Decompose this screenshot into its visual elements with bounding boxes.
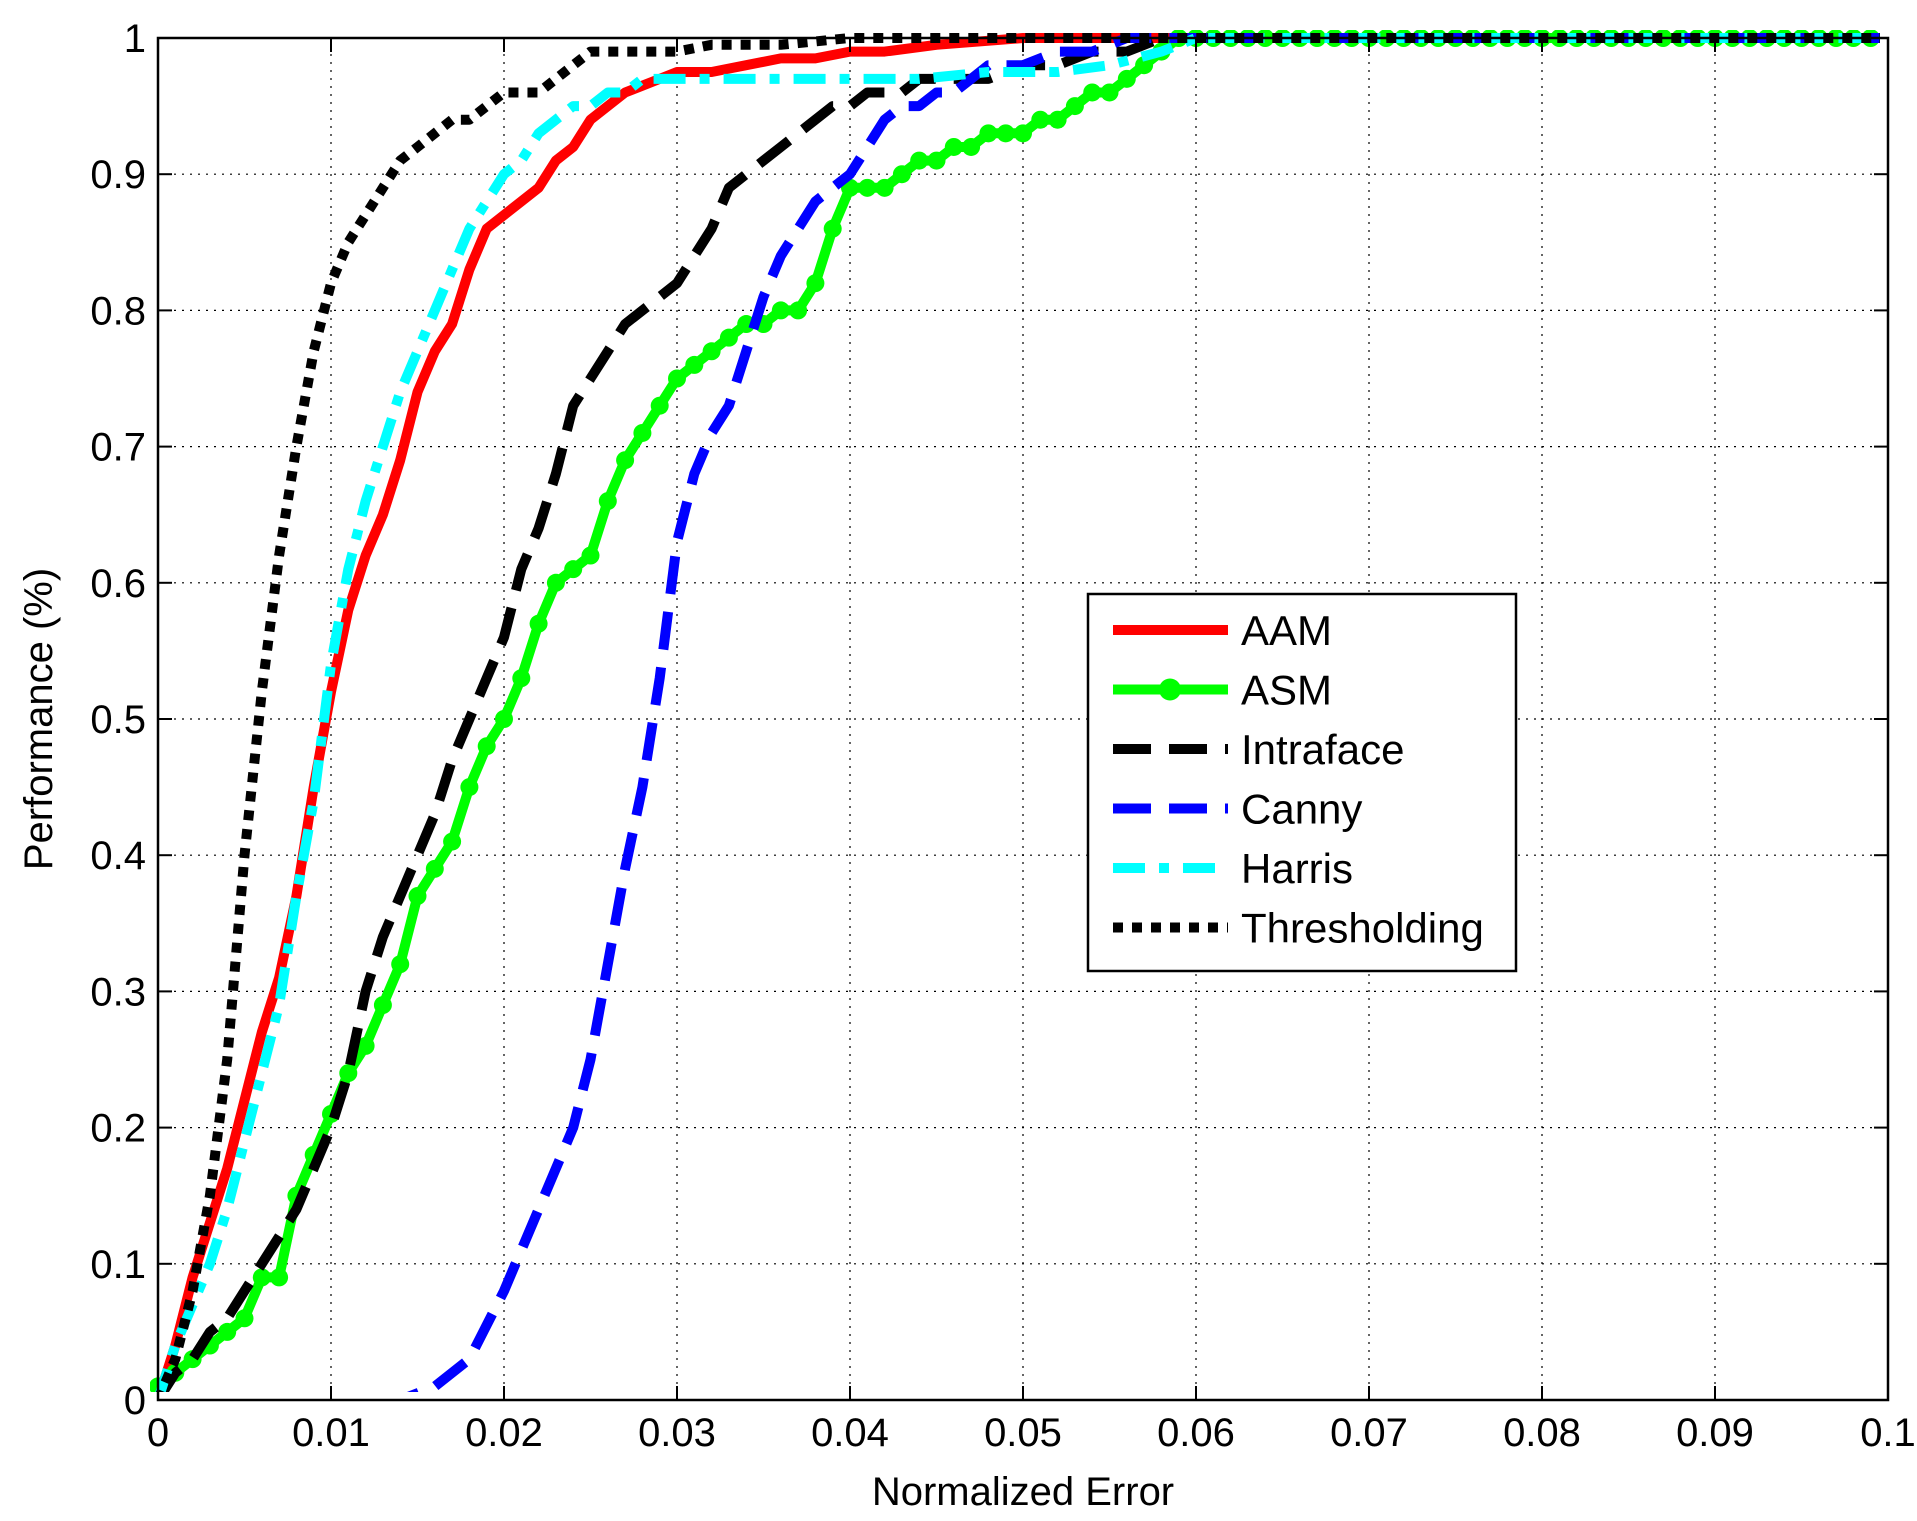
data-point	[944, 137, 963, 156]
x-tick-label: 0.01	[292, 1411, 370, 1455]
x-tick-label: 0.05	[984, 1411, 1062, 1455]
series-line-harris	[155, 33, 1880, 1392]
data-point	[685, 355, 704, 374]
legend-item-aam: AAM	[1113, 607, 1332, 654]
data-point	[460, 778, 479, 797]
data-point	[235, 1309, 254, 1328]
x-axis-label: Normalized Error	[872, 1470, 1174, 1514]
data-point	[806, 274, 825, 293]
data-point	[668, 369, 686, 388]
data-point	[823, 219, 842, 238]
series-line-canny	[406, 33, 1880, 1392]
y-tick-label: 0.9	[90, 153, 146, 197]
data-point	[373, 996, 392, 1015]
data-point	[858, 178, 877, 197]
data-point	[1065, 97, 1084, 116]
data-point	[546, 573, 565, 592]
data-point	[425, 859, 444, 878]
legend-box	[1086, 592, 1518, 973]
legend-label: AAM	[1241, 607, 1332, 654]
data-point	[477, 737, 496, 756]
data-point	[1048, 110, 1067, 129]
data-point	[789, 301, 808, 320]
series-harris	[155, 33, 1880, 1392]
data-point	[962, 137, 981, 156]
data-point	[581, 546, 600, 565]
data-point	[564, 560, 583, 579]
x-tick-label: 0	[147, 1411, 169, 1455]
axis-ticks: 0 0.01 0.02 0.03 0.04 0.05 0.06 0.07 0.08 0.09 0.1…	[90, 17, 1915, 1455]
data-point	[633, 423, 652, 442]
legend-item-thresholding: Thresholding	[1113, 905, 1484, 952]
x-tick-label: 0.03	[638, 1411, 716, 1455]
data-point	[218, 1322, 237, 1341]
data-point	[719, 328, 738, 347]
y-tick-label: 0.2	[90, 1107, 146, 1151]
data-point	[927, 151, 946, 170]
data-point	[910, 151, 929, 170]
x-tick-label: 0.07	[1330, 1411, 1408, 1455]
y-tick-label: 0.1	[90, 1243, 146, 1287]
y-tick-label: 0	[124, 1379, 146, 1423]
data-point	[737, 315, 756, 334]
data-point	[702, 342, 721, 361]
x-tick-label: 0.02	[465, 1411, 543, 1455]
data-point	[1031, 110, 1050, 129]
data-point	[391, 955, 410, 974]
legend-label: Canny	[1241, 786, 1362, 833]
x-tick-label: 0.04	[811, 1411, 889, 1455]
data-point	[1100, 83, 1119, 102]
data-point	[1117, 69, 1136, 88]
y-tick-label: 1	[124, 17, 146, 61]
data-point	[339, 1064, 358, 1083]
data-point	[270, 1268, 289, 1287]
legend-label: Intraface	[1241, 726, 1404, 773]
data-point	[650, 396, 669, 415]
data-point	[529, 614, 548, 633]
data-point	[771, 301, 790, 320]
data-point	[443, 832, 462, 851]
y-tick-label: 0.3	[90, 970, 146, 1014]
data-point	[1135, 56, 1154, 75]
data-point	[875, 178, 894, 197]
data-point	[512, 669, 531, 688]
legend-item-asm: ASM	[1113, 667, 1332, 714]
series-line-intraface	[157, 33, 1880, 1392]
legend: AAM ASM Intraface Canny Harris Thresholding	[1086, 592, 1518, 973]
data-point	[892, 165, 911, 184]
data-point	[616, 451, 635, 470]
x-tick-label: 0.1	[1860, 1411, 1916, 1455]
y-axis-label: Performance (%)	[17, 568, 61, 870]
data-point	[252, 1268, 271, 1287]
legend-marker	[1159, 678, 1181, 701]
y-tick-label: 0.8	[90, 289, 146, 333]
y-tick-label: 0.5	[90, 698, 146, 742]
data-point	[495, 710, 513, 728]
x-tick-label: 0.08	[1503, 1411, 1581, 1455]
y-tick-label: 0.7	[90, 426, 146, 470]
legend-item-harris: Harris	[1113, 845, 1353, 892]
data-point	[996, 124, 1015, 143]
legend-label: ASM	[1241, 667, 1332, 714]
data-point	[1083, 83, 1102, 102]
y-tick-label: 0.4	[90, 834, 146, 878]
legend-item-canny: Canny	[1113, 786, 1362, 833]
data-point	[979, 124, 998, 143]
legend-label: Harris	[1241, 845, 1353, 892]
series-intraface	[157, 33, 1880, 1392]
y-tick-label: 0.6	[90, 562, 146, 606]
data-point	[1014, 124, 1032, 143]
legend-label: Thresholding	[1241, 905, 1484, 952]
x-tick-label: 0.09	[1676, 1411, 1754, 1455]
data-point	[408, 887, 427, 906]
data-point	[356, 1036, 375, 1055]
data-point	[598, 492, 617, 511]
legend-item-intraface: Intraface	[1113, 726, 1404, 773]
series-canny	[406, 33, 1880, 1392]
x-tick-label: 0.06	[1157, 1411, 1235, 1455]
